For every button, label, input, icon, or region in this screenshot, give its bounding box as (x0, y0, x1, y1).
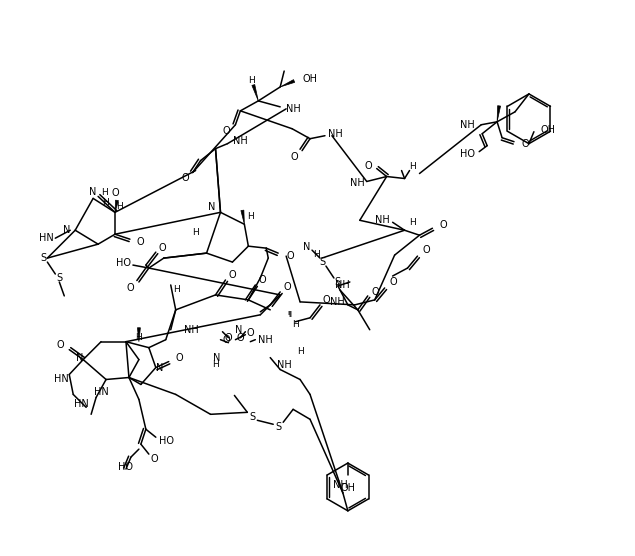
Text: HO: HO (159, 436, 174, 446)
Text: NH: NH (333, 480, 347, 490)
Text: O: O (258, 275, 266, 285)
Text: O: O (176, 353, 184, 363)
Text: NH: NH (286, 104, 301, 114)
Text: O: O (111, 188, 119, 198)
Text: NH: NH (460, 120, 475, 130)
Text: O: O (126, 283, 134, 293)
Text: H: H (248, 77, 255, 86)
Text: S: S (335, 277, 341, 287)
Polygon shape (280, 80, 295, 87)
Text: N: N (213, 353, 220, 363)
Text: O: O (151, 454, 159, 464)
Text: S: S (40, 253, 46, 263)
Text: O: O (439, 220, 447, 230)
Text: O: O (181, 173, 189, 183)
Text: O: O (390, 277, 398, 287)
Text: NH: NH (328, 129, 343, 139)
Text: HO: HO (119, 462, 133, 472)
Text: H: H (135, 333, 142, 342)
Text: O: O (364, 161, 371, 171)
Text: H: H (101, 188, 108, 197)
Text: NH: NH (375, 215, 390, 225)
Text: O: O (290, 152, 298, 162)
Text: HN: HN (55, 375, 69, 385)
Text: O: O (323, 295, 331, 305)
Text: N: N (236, 325, 243, 335)
Text: HN: HN (94, 388, 109, 398)
Text: O: O (371, 287, 379, 297)
Text: H: H (117, 202, 123, 211)
Text: HO: HO (460, 148, 475, 158)
Text: NH: NH (335, 280, 350, 290)
Polygon shape (115, 200, 119, 212)
Text: S: S (57, 273, 62, 283)
Text: O: O (283, 282, 291, 292)
Text: OH: OH (340, 483, 356, 493)
Text: O: O (422, 245, 430, 255)
Text: S: S (275, 422, 281, 432)
Text: N: N (156, 363, 163, 373)
Text: O: O (237, 332, 244, 342)
Text: S: S (250, 413, 255, 423)
Text: O: O (229, 270, 236, 280)
Text: N: N (208, 202, 215, 212)
Text: H: H (312, 250, 319, 259)
Polygon shape (137, 327, 140, 342)
Text: N: N (76, 353, 83, 363)
Text: O: O (246, 327, 254, 337)
Text: H: H (102, 198, 109, 207)
Text: NH: NH (330, 297, 345, 307)
Text: HN: HN (39, 233, 53, 243)
Text: H: H (409, 162, 416, 171)
Text: N: N (63, 225, 70, 235)
Text: O: O (223, 335, 231, 345)
Text: NH: NH (277, 360, 292, 370)
Text: O: O (286, 251, 294, 261)
Text: NH: NH (234, 136, 248, 146)
Text: HN: HN (74, 399, 89, 409)
Text: H: H (297, 347, 304, 356)
Text: HO: HO (116, 258, 131, 268)
Text: O: O (225, 332, 232, 342)
Text: NH: NH (184, 325, 199, 335)
Polygon shape (497, 106, 500, 122)
Text: H: H (173, 285, 180, 295)
Text: O: O (159, 243, 166, 253)
Text: H: H (247, 212, 254, 221)
Polygon shape (252, 85, 258, 101)
Text: O: O (223, 126, 231, 136)
Text: H: H (409, 218, 416, 227)
Text: O: O (522, 138, 530, 148)
Polygon shape (241, 210, 244, 224)
Text: H: H (192, 228, 199, 237)
Text: H: H (291, 320, 298, 329)
Text: NH: NH (350, 178, 364, 188)
Text: O: O (137, 237, 145, 247)
Text: O: O (57, 340, 64, 350)
Text: N: N (90, 187, 97, 197)
Text: NH: NH (258, 335, 273, 345)
Text: OH: OH (302, 74, 317, 84)
Text: H: H (212, 360, 219, 369)
Text: OH: OH (541, 125, 556, 135)
Text: N: N (303, 242, 310, 252)
Text: S: S (319, 257, 325, 267)
